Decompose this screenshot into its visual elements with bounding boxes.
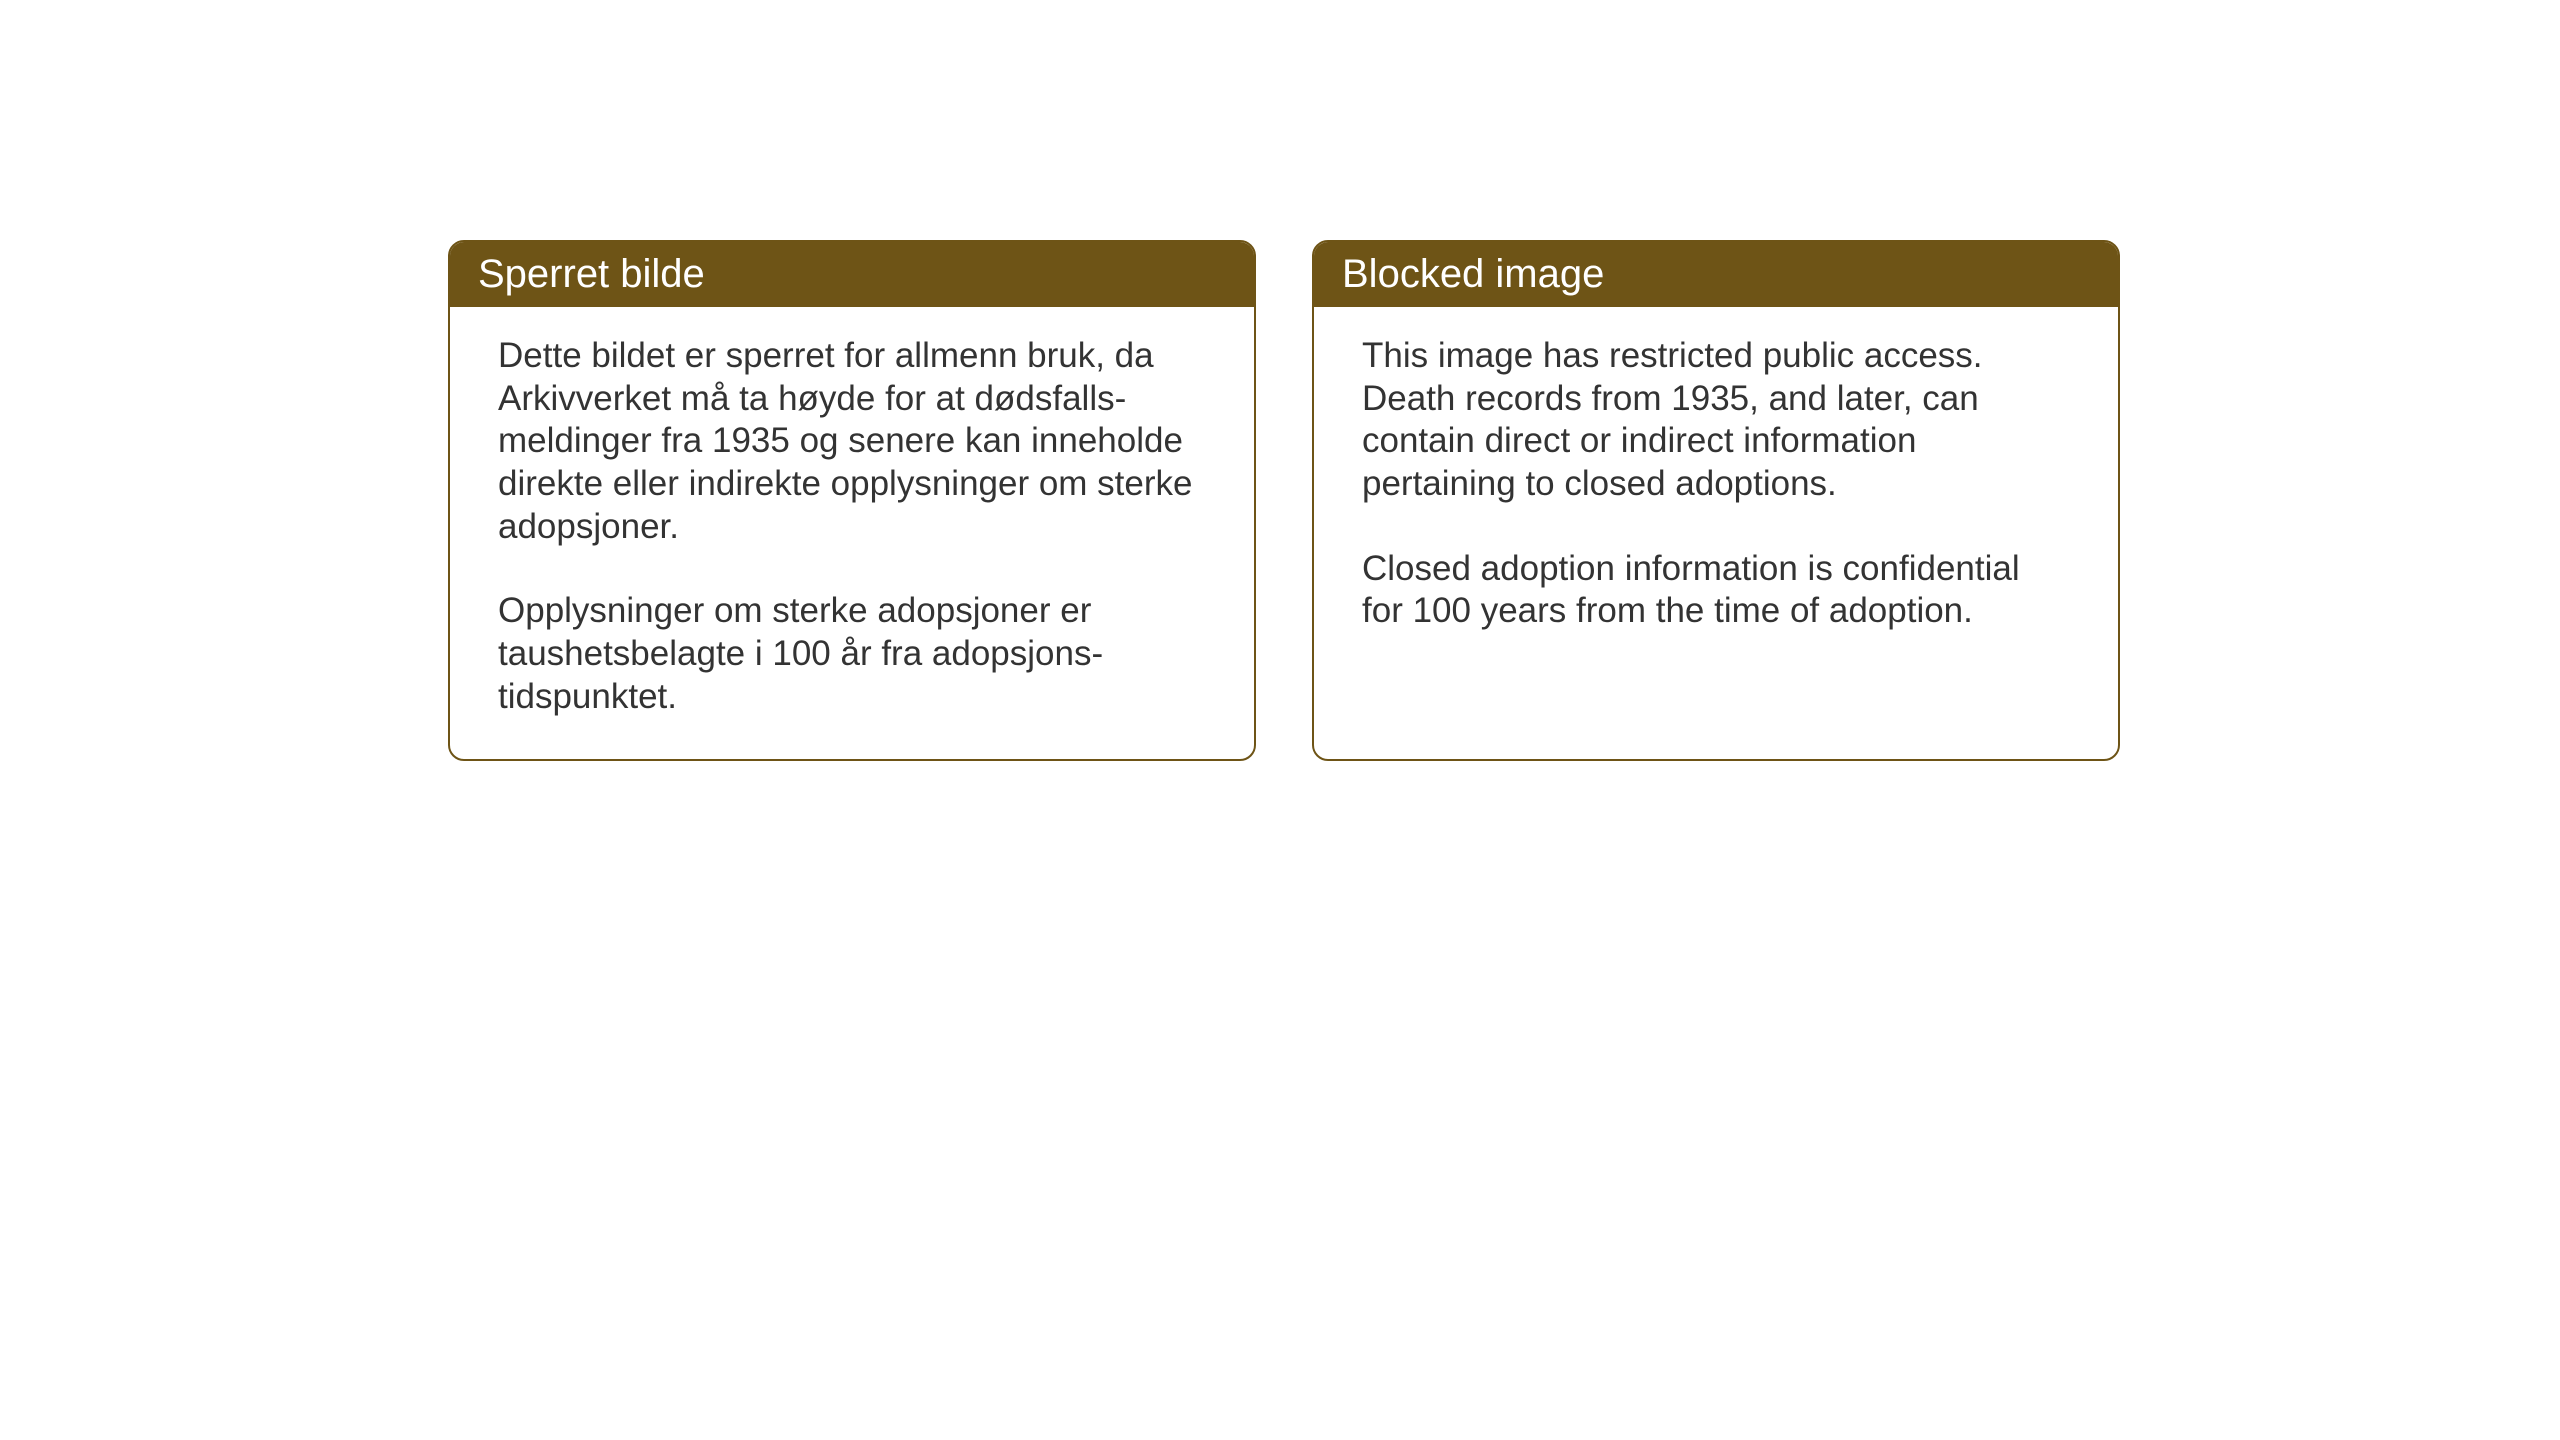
notice-body-norwegian: Dette bildet er sperret for allmenn bruk… xyxy=(450,307,1254,759)
notice-title-norwegian: Sperret bilde xyxy=(478,252,705,296)
notice-paragraph-2-english: Closed adoption information is confident… xyxy=(1362,548,2070,633)
notice-box-norwegian: Sperret bilde Dette bildet er sperret fo… xyxy=(448,240,1256,761)
notice-box-english: Blocked image This image has restricted … xyxy=(1312,240,2120,761)
notice-paragraph-1-norwegian: Dette bildet er sperret for allmenn bruk… xyxy=(498,335,1206,548)
notice-paragraph-2-norwegian: Opplysninger om sterke adopsjoner er tau… xyxy=(498,590,1206,718)
notice-container: Sperret bilde Dette bildet er sperret fo… xyxy=(448,240,2120,761)
notice-paragraph-1-english: This image has restricted public access.… xyxy=(1362,335,2070,506)
notice-header-english: Blocked image xyxy=(1314,242,2118,307)
notice-header-norwegian: Sperret bilde xyxy=(450,242,1254,307)
notice-body-english: This image has restricted public access.… xyxy=(1314,307,2118,673)
notice-title-english: Blocked image xyxy=(1342,252,1604,296)
